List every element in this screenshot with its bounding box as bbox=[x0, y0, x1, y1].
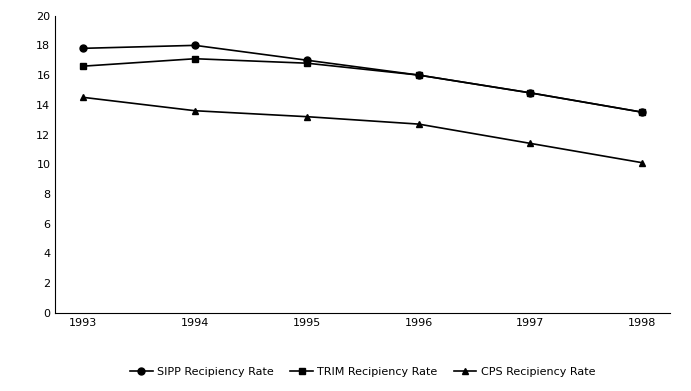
CPS Recipiency Rate bbox=[303, 114, 311, 119]
TRIM Recipiency Rate bbox=[527, 91, 535, 95]
Legend: SIPP Recipiency Rate, TRIM Recipiency Rate, CPS Recipiency Rate: SIPP Recipiency Rate, TRIM Recipiency Ra… bbox=[126, 363, 600, 382]
TRIM Recipiency Rate bbox=[638, 110, 647, 115]
TRIM Recipiency Rate bbox=[79, 64, 87, 68]
CPS Recipiency Rate bbox=[191, 108, 199, 113]
Line: TRIM Recipiency Rate: TRIM Recipiency Rate bbox=[79, 55, 646, 116]
TRIM Recipiency Rate bbox=[191, 56, 199, 61]
SIPP Recipiency Rate bbox=[415, 73, 423, 77]
SIPP Recipiency Rate bbox=[79, 46, 87, 51]
CPS Recipiency Rate bbox=[79, 95, 87, 100]
SIPP Recipiency Rate bbox=[527, 91, 535, 95]
SIPP Recipiency Rate bbox=[191, 43, 199, 48]
TRIM Recipiency Rate bbox=[415, 73, 423, 77]
CPS Recipiency Rate bbox=[527, 141, 535, 146]
Line: SIPP Recipiency Rate: SIPP Recipiency Rate bbox=[79, 42, 646, 116]
Line: CPS Recipiency Rate: CPS Recipiency Rate bbox=[79, 94, 646, 166]
CPS Recipiency Rate bbox=[415, 122, 423, 126]
CPS Recipiency Rate bbox=[638, 160, 647, 165]
TRIM Recipiency Rate bbox=[303, 61, 311, 66]
SIPP Recipiency Rate bbox=[638, 110, 647, 115]
SIPP Recipiency Rate bbox=[303, 58, 311, 63]
